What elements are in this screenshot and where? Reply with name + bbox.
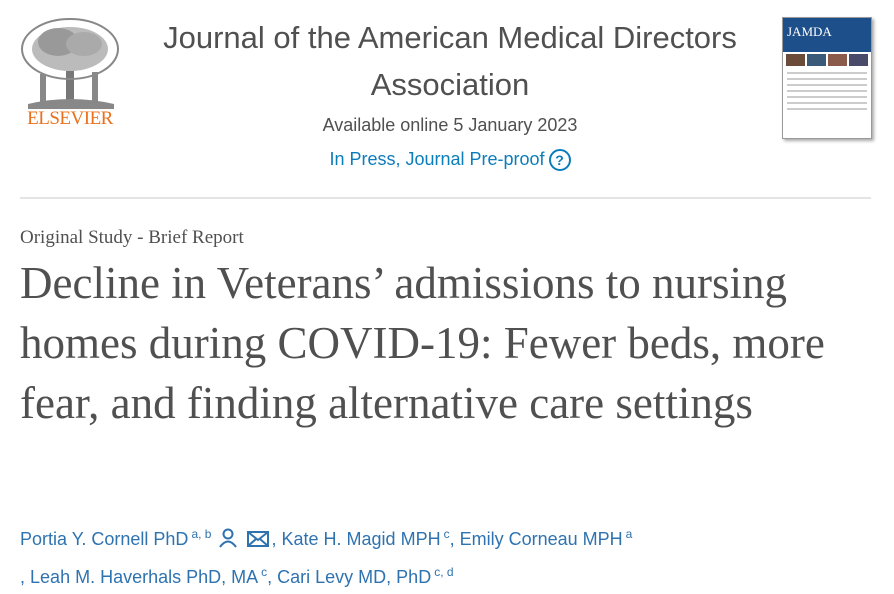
journal-title[interactable]: Journal of the American Medical Director…	[163, 20, 737, 102]
availability: Available online 5 January 2023	[322, 115, 578, 135]
journal-cover[interactable]: JAMDA	[782, 17, 872, 139]
separator: ,	[449, 529, 455, 549]
author-name[interactable]: Portia Y. Cornell PhD	[20, 529, 189, 549]
status-text[interactable]: In Press, Journal Pre-proof	[329, 149, 545, 169]
author-icons[interactable]	[211, 528, 271, 549]
separator: ,	[267, 567, 273, 587]
help-icon[interactable]: ?	[548, 149, 571, 172]
author-name[interactable]: Kate H. Magid MPH	[281, 529, 441, 549]
author-affiliation[interactable]: a, b	[191, 527, 212, 541]
email-icon[interactable]	[247, 530, 270, 548]
publisher: ELSEVIER	[27, 108, 113, 129]
author-list: Portia Y. Cornell PhD a, b , Kate H. Magi…	[20, 518, 720, 594]
person-icon[interactable]	[218, 528, 238, 548]
author-affiliation[interactable]: a	[625, 527, 633, 541]
cover-title: JAMDA	[783, 18, 871, 52]
author-name[interactable]: Emily Corneau MPH	[459, 529, 623, 549]
divider	[20, 197, 871, 199]
author-affiliation[interactable]: c	[261, 565, 268, 579]
author-affiliation[interactable]: c	[443, 527, 450, 541]
article-title: Decline in Veterans’ admissions to nursi…	[20, 258, 825, 428]
separator: ,	[20, 567, 26, 587]
separator: ,	[271, 529, 277, 549]
author-name[interactable]: Cari Levy MD, PhD	[277, 567, 432, 587]
author-name[interactable]: Leah M. Haverhals PhD, MA	[30, 567, 259, 587]
status[interactable]: In Press, Journal Pre-proof?	[130, 149, 770, 172]
article-type: Original Study - Brief Report	[20, 227, 244, 248]
elsevier-logo[interactable]	[18, 14, 122, 130]
author-affiliation[interactable]: c, d	[434, 565, 454, 579]
